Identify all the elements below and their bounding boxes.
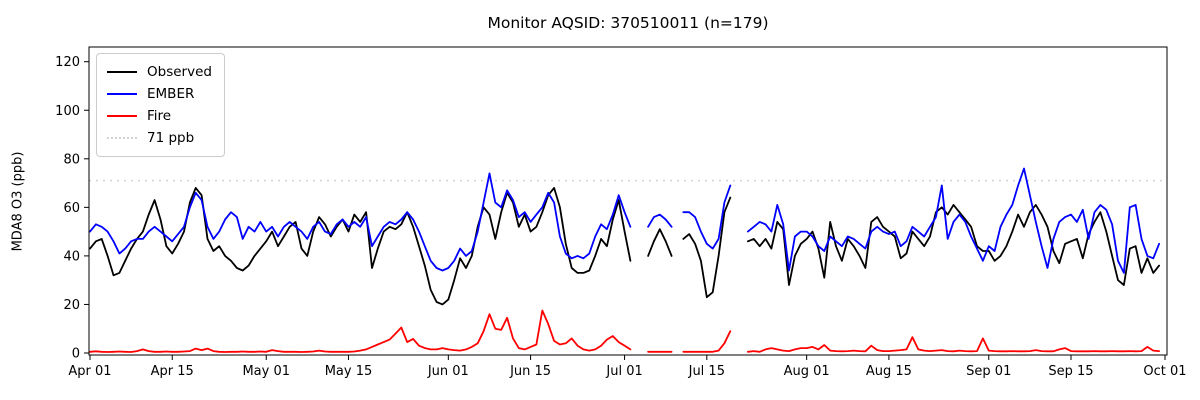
- x-tick-label: Aug 15: [866, 364, 912, 379]
- plot-border: [88, 46, 1168, 356]
- x-tick-label: May 15: [325, 364, 373, 379]
- x-tick-label: May 01: [242, 364, 290, 379]
- legend-label: Fire: [147, 108, 172, 124]
- legend: Observed EMBER Fire 71 ppb: [96, 53, 225, 157]
- ember-line-swatch: [107, 93, 137, 95]
- chart-title: Monitor AQSID: 370510011 (n=179): [487, 14, 769, 32]
- threshold-line-swatch: [107, 137, 137, 139]
- legend-item-fire: Fire: [107, 105, 212, 127]
- y-axis-label: MDA8 O3 (ppb): [10, 151, 26, 252]
- series-line-fire: [89, 309, 1160, 353]
- y-tick-label: 60: [63, 201, 80, 216]
- y-tick-label: 80: [63, 152, 80, 167]
- legend-item-ember: EMBER: [107, 83, 212, 105]
- series-line-ember: [89, 167, 1160, 274]
- legend-label: Observed: [147, 64, 212, 80]
- fire-line-swatch: [107, 115, 137, 117]
- x-tick-label: Sep 01: [966, 364, 1011, 379]
- legend-item-threshold: 71 ppb: [107, 127, 212, 149]
- y-tick-label: 100: [55, 104, 80, 119]
- x-tick-label: Apr 15: [151, 364, 194, 379]
- y-tick-label: 40: [63, 249, 80, 264]
- y-tick-label: 20: [63, 298, 80, 313]
- legend-label: 71 ppb: [147, 130, 195, 146]
- legend-label: EMBER: [147, 86, 195, 102]
- x-tick-label: Jul 15: [688, 364, 725, 379]
- y-tick-label: 0: [72, 347, 80, 362]
- x-tick-label: Apr 01: [68, 364, 111, 379]
- x-tick-label: Aug 01: [784, 364, 830, 379]
- x-tick-label: Jul 01: [605, 364, 642, 379]
- observed-line-swatch: [107, 71, 137, 73]
- x-tick-label: Oct 01: [1143, 364, 1186, 379]
- legend-item-observed: Observed: [107, 61, 212, 83]
- series-line-observed: [89, 187, 1160, 306]
- x-tick-label: Sep 15: [1048, 364, 1093, 379]
- x-tick-label: Jun 01: [427, 364, 469, 379]
- x-tick-label: Jun 15: [509, 364, 551, 379]
- y-tick-label: 120: [55, 55, 80, 70]
